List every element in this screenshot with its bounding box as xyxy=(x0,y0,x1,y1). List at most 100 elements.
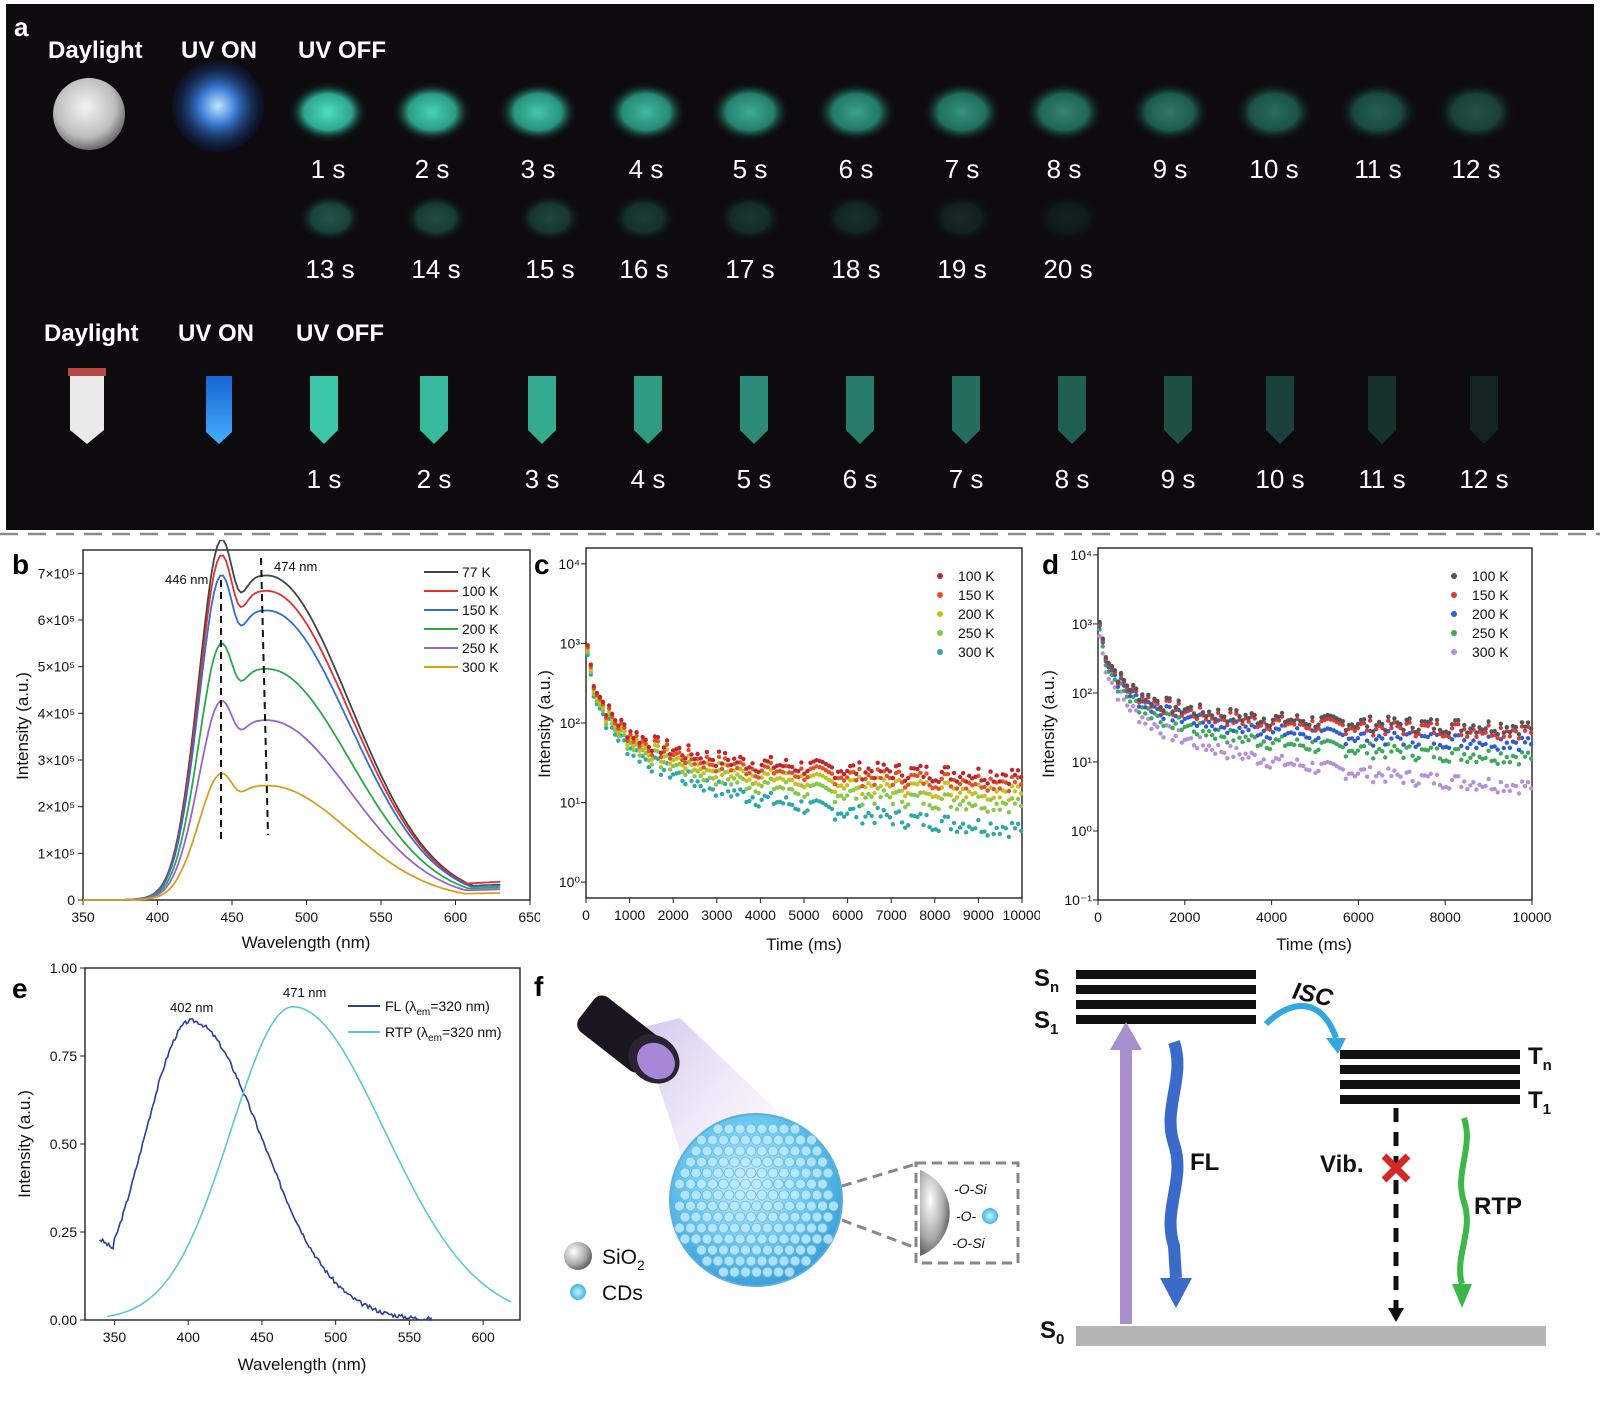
chart-b-lines xyxy=(83,540,501,901)
chart-d-point xyxy=(1197,705,1203,710)
sphere-dot xyxy=(806,1200,817,1212)
chart-d-point xyxy=(1522,728,1528,733)
chart-d-point xyxy=(1498,725,1503,731)
chart-d-point xyxy=(1389,773,1394,779)
chart-d-point xyxy=(1316,768,1321,774)
chart-c-point xyxy=(936,795,941,800)
chart-c-point xyxy=(845,775,850,780)
sphere-dot xyxy=(718,1244,729,1256)
chart-c-point xyxy=(924,764,929,769)
chart-d-point xyxy=(1295,737,1300,742)
chart-d-point xyxy=(1206,719,1212,725)
y-tick-label: 1×10⁵ xyxy=(38,845,75,861)
chart-d-point xyxy=(1295,757,1300,762)
sphere-dot xyxy=(767,1145,779,1157)
chart-d-legend-swatch xyxy=(1451,611,1457,617)
chart-d-point xyxy=(1525,780,1531,785)
chart-d-point xyxy=(1261,739,1266,744)
afterglow-row-3: 1 s 2 s 3 s 4 s 5 s 6 s 7 s 8 s 9 s 10 s 11 s 12 s xyxy=(307,376,1509,494)
chart-d-point xyxy=(1446,734,1452,740)
chart-c-point xyxy=(872,790,877,796)
chart-c-point xyxy=(701,771,706,776)
chart-c-point xyxy=(860,821,865,826)
chart-d-point xyxy=(1361,743,1367,749)
sphere-dot xyxy=(751,1178,762,1190)
chart-d-point xyxy=(1407,769,1412,774)
sphere-dot xyxy=(734,1211,746,1223)
afterglow-time-label: 6 s xyxy=(843,464,878,494)
chart-d-point xyxy=(1225,722,1230,728)
chart-c-point xyxy=(991,807,996,813)
chart-d-legend-swatch xyxy=(1451,573,1457,579)
chart-c-point xyxy=(903,778,908,783)
chart-d-point xyxy=(1261,757,1266,762)
chart-d-point xyxy=(1222,750,1227,755)
chart-c-point xyxy=(841,786,847,791)
chart-d-point xyxy=(1446,730,1452,736)
chart-c-point xyxy=(768,767,774,773)
chart-c-point xyxy=(866,810,871,816)
chart-c-point xyxy=(1012,801,1018,806)
chart-c-point xyxy=(967,824,972,829)
chart-d-point xyxy=(1349,736,1355,741)
chart-d-point xyxy=(1389,736,1394,741)
afterglow-vial xyxy=(634,376,662,444)
chart-d-point xyxy=(1425,723,1430,729)
sphere-dot xyxy=(679,1189,691,1201)
x-tick-label: 350 xyxy=(103,1329,127,1345)
sphere-dot xyxy=(751,1134,762,1146)
chart-d-point xyxy=(1528,756,1534,761)
sphere-dot xyxy=(729,1266,740,1278)
chart-c-point xyxy=(832,782,838,787)
chart-d-point xyxy=(1401,731,1406,737)
chart-d-point xyxy=(1240,756,1245,761)
sphere-dot xyxy=(762,1222,773,1234)
chart-d-point xyxy=(1258,760,1263,765)
chart-c-point xyxy=(829,771,835,776)
chart-c-point xyxy=(747,777,752,782)
chart-c-point xyxy=(732,788,737,793)
chart-d-point xyxy=(1170,718,1175,723)
chart-c-point xyxy=(903,793,908,799)
zoom-line-top xyxy=(841,1162,917,1188)
chart-c-point xyxy=(683,760,688,766)
sphere-dot xyxy=(718,1178,729,1190)
chart-d-point xyxy=(1225,740,1230,745)
chart-c-point xyxy=(927,803,932,808)
x-tick-label: 4000 xyxy=(745,907,776,923)
chart-c-point xyxy=(790,764,795,770)
chart-d-point xyxy=(1279,723,1285,728)
chart-d-point xyxy=(1522,724,1528,729)
afterglow-time-label: 4 s xyxy=(631,464,666,494)
chart-d-point xyxy=(1522,754,1528,759)
chart-d-point xyxy=(1522,740,1528,745)
chart-d-point xyxy=(1516,732,1522,737)
chart-d-point xyxy=(1200,729,1206,734)
sphere-dot xyxy=(778,1145,790,1157)
sphere-dot xyxy=(723,1255,735,1267)
chart-c-point xyxy=(957,825,963,830)
chart-d-point xyxy=(1109,680,1115,685)
chart-d-point xyxy=(1115,697,1121,702)
chart-d-point xyxy=(1407,720,1412,725)
afterglow-time-label: 7 s xyxy=(945,154,980,184)
sphere-dot xyxy=(817,1222,828,1234)
chart-c-point xyxy=(628,732,633,737)
chart-c-point xyxy=(1015,796,1021,802)
chart-c-point xyxy=(994,773,999,778)
sphere-dot xyxy=(674,1222,685,1234)
y-tick-label: 0.25 xyxy=(50,1224,77,1240)
chart-c-point xyxy=(719,761,725,766)
chart-d-point xyxy=(1507,759,1513,765)
chart-c-point xyxy=(588,662,593,667)
sphere-dot xyxy=(674,1200,685,1212)
chart-d-point xyxy=(1380,773,1385,778)
sphere-dot xyxy=(806,1222,817,1234)
chart-c-point xyxy=(921,801,926,806)
chart-c-point xyxy=(765,780,770,786)
chart-c-point xyxy=(1018,791,1024,796)
chart-d-point xyxy=(1197,702,1203,707)
chart-d-point xyxy=(1513,729,1519,734)
chart-c-legend-swatch xyxy=(937,592,943,598)
sphere-dot xyxy=(696,1222,707,1234)
